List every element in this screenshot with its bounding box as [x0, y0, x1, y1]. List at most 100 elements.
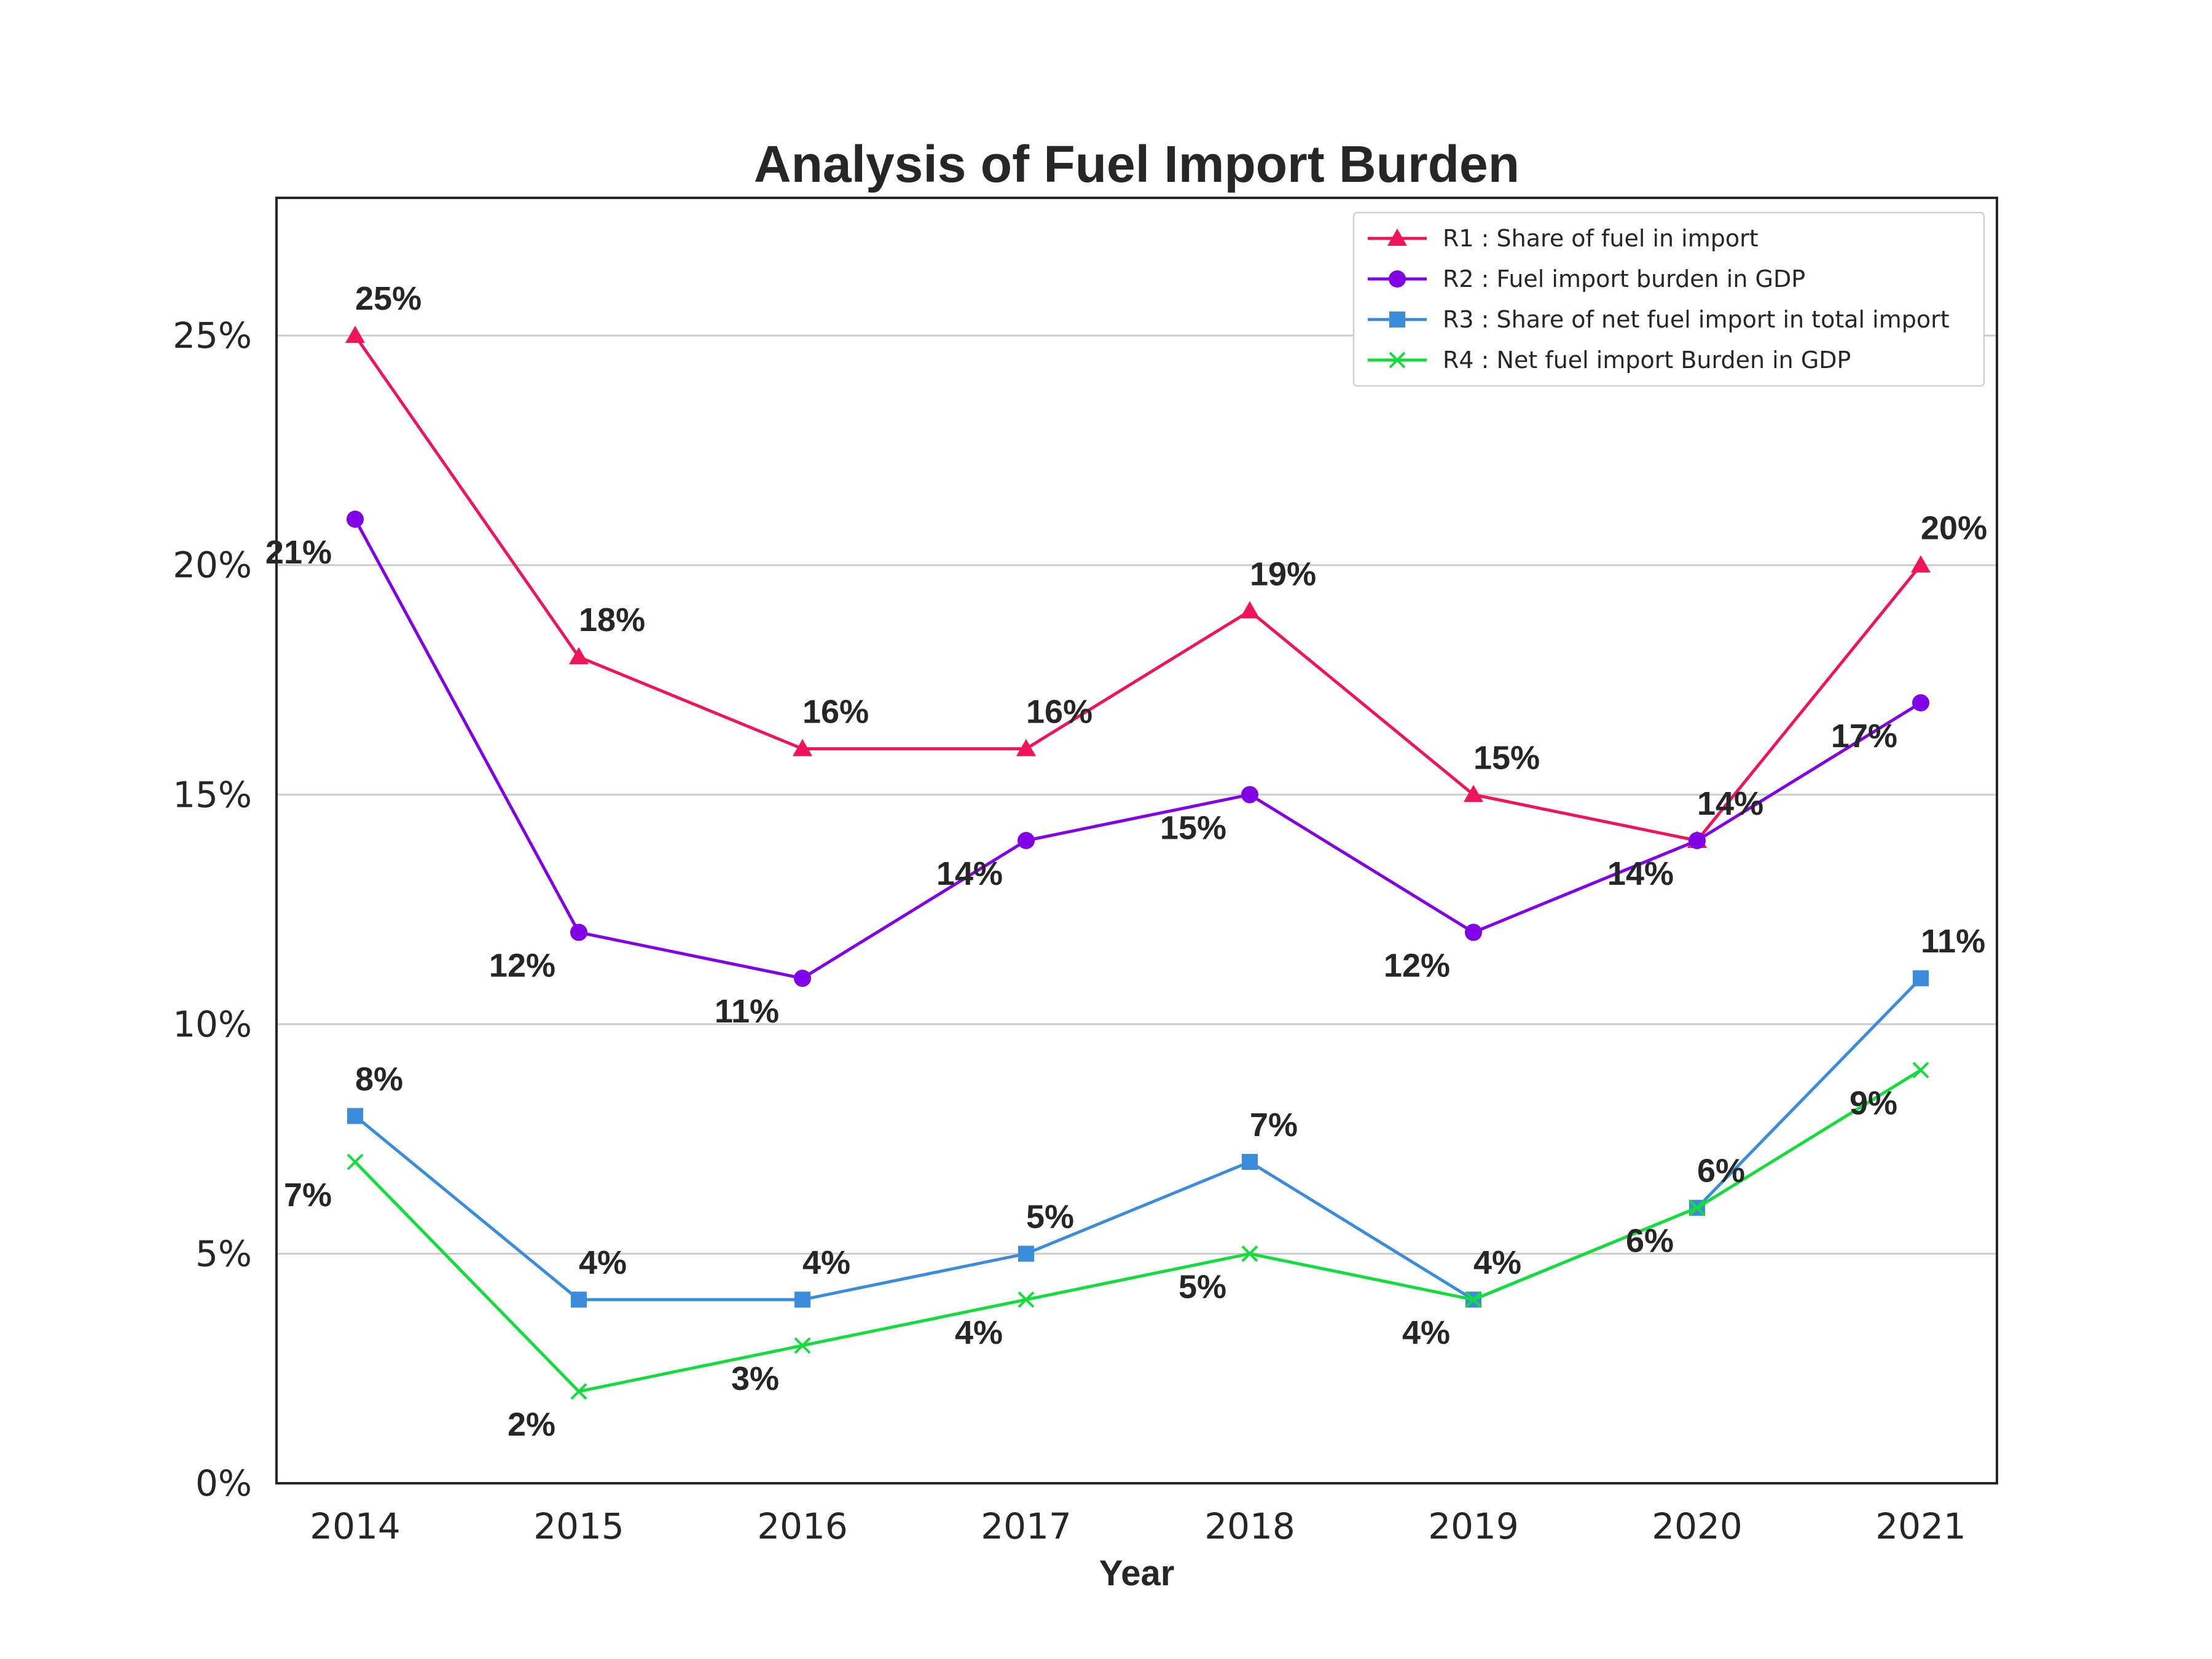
data-label-r1-2017: 16% — [1026, 694, 1092, 731]
data-label-r1-2020: 14% — [1697, 785, 1763, 822]
series-r4-point-2015 — [570, 1383, 587, 1400]
data-label-r2-2017: 14% — [936, 855, 1003, 892]
data-label-r4-2016: 3% — [731, 1360, 779, 1397]
plot-frame — [275, 197, 1998, 1484]
data-label-r3-2015: 4% — [579, 1244, 627, 1281]
y-axis-ticks: 0% 5% 10% 15% 20% 25% — [173, 315, 252, 1504]
x-tick-label-2017: 2017 — [981, 1505, 1072, 1547]
data-label-r2-2019: 12% — [1384, 947, 1450, 984]
series-r4-point-2019 — [1465, 1291, 1482, 1308]
data-label-r1-2015: 18% — [579, 602, 645, 638]
legend-marker-r4 — [1389, 351, 1406, 369]
data-label-r4-2018: 5% — [1179, 1268, 1226, 1305]
data-label-r3-2018: 7% — [1250, 1107, 1298, 1143]
legend-marker-r3 — [1389, 312, 1405, 327]
data-label-r1-2018: 19% — [1250, 555, 1316, 592]
series-line-r4 — [354, 1069, 1922, 1394]
chart-title: Analysis of Fuel Import Burden — [754, 135, 1520, 193]
data-label-r2-2015: 12% — [489, 947, 555, 984]
data-label-r4-2021: 9% — [1849, 1085, 1897, 1122]
data-label-r4-2020: 6% — [1626, 1223, 1674, 1260]
x-axis-label: Year — [1099, 1553, 1175, 1593]
series-r4-point-2014-stroke-b — [347, 1153, 364, 1171]
series-r1-point-2015 — [569, 647, 589, 665]
series-r4-point-2021-stroke-b — [1912, 1062, 1929, 1078]
series-r4-point-2020-stroke-b — [1688, 1199, 1706, 1217]
series-r4-point-2018-stroke-b — [1241, 1245, 1258, 1262]
series-r1-point-2021 — [1911, 555, 1931, 573]
x-tick-label-2020: 2020 — [1652, 1505, 1743, 1547]
legend-label-r4: R4 : Net fuel import Burden in GDP — [1443, 347, 1851, 374]
series-r4-point-2020 — [1688, 1199, 1706, 1217]
series-r4-point-2017-stroke-b — [1018, 1291, 1035, 1308]
x-tick-label-2014: 2014 — [310, 1505, 401, 1547]
x-tick-label-2019: 2019 — [1428, 1505, 1519, 1547]
series-r4-point-2019-stroke-b — [1465, 1291, 1482, 1308]
y-tick-label-25: 25% — [173, 315, 252, 356]
x-axis-ticks: 2014 2015 2016 2017 2018 2019 2020 2021 — [310, 1505, 1966, 1547]
series-lines — [345, 326, 1931, 1400]
x-tick-label-2015: 2015 — [533, 1505, 624, 1547]
series-r2-point-2018 — [1241, 786, 1258, 804]
data-label-r3-2019: 4% — [1473, 1244, 1521, 1281]
series-r1-point-2018 — [1240, 601, 1260, 619]
series-line-r2 — [353, 518, 1922, 980]
y-tick-label-15: 15% — [173, 774, 252, 815]
legend-label-r3: R3 : Share of net fuel import in total i… — [1443, 306, 1950, 333]
data-label-r1-2021: 20% — [1921, 510, 1987, 547]
legend-marker-r1 — [1387, 229, 1407, 246]
series-r2-point-2021 — [1912, 694, 1929, 712]
data-label-r1-2016: 16% — [802, 694, 869, 731]
x-tick-label-2021: 2021 — [1875, 1505, 1966, 1547]
data-label-r3-2014: 8% — [355, 1061, 403, 1097]
legend-label-r2: R2 : Fuel import burden in GDP — [1443, 265, 1805, 292]
series-r4-point-2021 — [1912, 1062, 1929, 1078]
series-r2-point-2020 — [1688, 832, 1706, 849]
legend-box — [1352, 211, 1985, 387]
series-r2-point-2014 — [347, 511, 364, 528]
data-label-r3-2020: 6% — [1697, 1153, 1745, 1190]
y-tick-label-0: 0% — [195, 1462, 252, 1504]
series-r3-point-2017 — [1018, 1245, 1034, 1262]
legend: R1 : Share of fuel in import R2 : Fuel im… — [1352, 211, 1985, 387]
data-label-r2-2020: 14% — [1607, 855, 1674, 892]
data-label-r2-2021: 17% — [1831, 718, 1897, 755]
data-label-r2-2016: 11% — [715, 993, 779, 1030]
legend-marker-r4-stroke-b — [1389, 351, 1406, 369]
data-label-r4-2014: 7% — [284, 1177, 332, 1214]
legend-label-r1: R1 : Share of fuel in import — [1443, 225, 1759, 252]
series-r3-point-2015 — [571, 1292, 587, 1308]
series-line-r1 — [353, 334, 1922, 842]
series-r3-point-2018 — [1242, 1154, 1258, 1170]
data-label-r3-2016: 4% — [802, 1244, 850, 1281]
y-tick-label-5: 5% — [195, 1233, 252, 1274]
series-r2-point-2017 — [1018, 832, 1035, 849]
data-label-r1-2014: 25% — [355, 280, 422, 317]
series-r3-point-2021 — [1913, 970, 1929, 987]
y-tick-label-20: 20% — [173, 544, 252, 586]
series-r1-point-2017 — [1016, 739, 1036, 756]
x-tick-label-2016: 2016 — [757, 1505, 848, 1547]
data-label-r4-2019: 4% — [1402, 1314, 1450, 1351]
series-r4-point-2016-stroke-b — [794, 1337, 811, 1354]
series-r4-point-2016 — [794, 1337, 811, 1354]
data-label-r4-2015: 2% — [508, 1406, 555, 1443]
series-r4-point-2014 — [347, 1153, 364, 1171]
series-r3-point-2016 — [794, 1292, 810, 1308]
data-label-r3-2021: 11% — [1921, 923, 1985, 960]
series-r3-point-2014 — [347, 1108, 363, 1124]
series-r4-point-2015-stroke-b — [570, 1383, 587, 1400]
data-label-r2-2018: 15% — [1160, 809, 1226, 846]
series-r4-point-2018 — [1241, 1245, 1258, 1262]
series-r1-point-2014 — [345, 326, 365, 343]
data-label-r3-2017: 5% — [1026, 1198, 1074, 1235]
series-r1-point-2019 — [1464, 785, 1483, 802]
series-r4-point-2017 — [1018, 1291, 1035, 1308]
data-label-r1-2019: 15% — [1473, 739, 1540, 776]
x-tick-label-2018: 2018 — [1204, 1505, 1295, 1547]
series-r2-point-2016 — [794, 970, 811, 987]
legend-marker-r2 — [1389, 270, 1406, 288]
series-r2-point-2015 — [570, 924, 587, 941]
y-tick-label-10: 10% — [173, 1003, 252, 1045]
